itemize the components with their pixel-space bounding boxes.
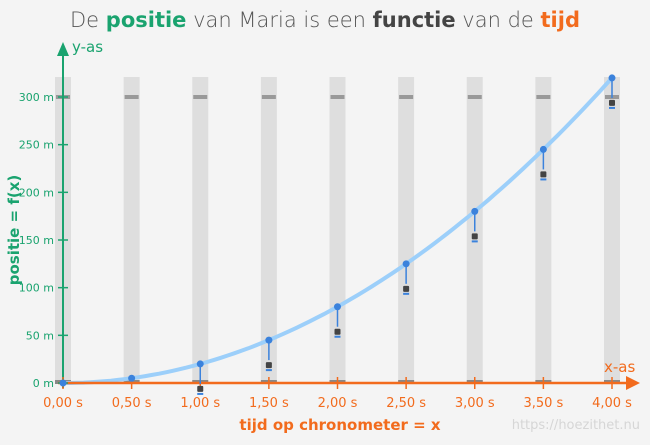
title-functie: functie [372, 8, 456, 32]
watermark: https://hoezithet.nu [511, 418, 640, 433]
y-tick-label: 0 m [33, 377, 54, 390]
x-tick-label: 0,00 s [43, 396, 83, 411]
maria-icon [334, 328, 341, 335]
finish-line-marker [124, 95, 139, 99]
x-tick-label: 3,50 s [523, 396, 563, 411]
title-positie: positie [105, 8, 187, 32]
y-tick-label: 100 m [19, 282, 54, 295]
data-point [471, 207, 479, 215]
time-strip [604, 77, 620, 383]
maria-icon-base [197, 392, 204, 395]
time-strip [398, 77, 415, 383]
data-point [608, 74, 616, 82]
maria-icon [471, 233, 478, 240]
maria-icon-base [265, 369, 272, 372]
maria-icon [265, 362, 272, 369]
maria-icon-base [471, 240, 478, 243]
data-point [128, 374, 136, 382]
x-tick-label: 3,00 s [455, 396, 495, 411]
maria-icon-base [334, 335, 341, 338]
x-axis-arrow [626, 376, 640, 390]
finish-line-marker [193, 95, 208, 99]
time-strip [260, 77, 277, 383]
x-tick-label: 4,00 s [592, 396, 632, 411]
time-strip [123, 77, 140, 383]
y-axis-arrow [57, 42, 69, 56]
chart-title: De positie van Maria is een functie van … [0, 8, 650, 32]
title-tijd: tijd [540, 8, 580, 32]
finish-line-marker [330, 95, 345, 99]
finish-line-marker [261, 95, 276, 99]
data-point [402, 260, 410, 268]
title-part: De [70, 8, 106, 32]
y-axis-name: y-as [72, 38, 103, 56]
data-point [334, 303, 341, 311]
data-point [265, 336, 273, 344]
x-tick-label: 2,00 s [318, 396, 358, 411]
maria-icon-base [540, 178, 547, 181]
x-axis-name: x-as [604, 358, 635, 376]
maria-icon [609, 99, 615, 106]
time-strip [535, 77, 552, 383]
x-tick-label: 1,00 s [180, 396, 220, 411]
finish-line-marker [536, 95, 551, 99]
y-tick-label: 150 m [19, 234, 54, 247]
time-strip [192, 77, 209, 383]
y-tick-label: 50 m [26, 329, 54, 342]
maria-icon-base [403, 292, 410, 295]
y-tick-label: 200 m [19, 186, 54, 199]
x-axis-label: tijd op chronometer = x [239, 416, 440, 434]
data-point [59, 379, 67, 387]
finish-line-marker [399, 95, 414, 99]
y-tick-label: 300 m [19, 91, 54, 104]
x-tick-label: 0,50 s [112, 396, 152, 411]
y-axis-label: positie = f(x) [5, 175, 23, 286]
maria-icon [403, 285, 410, 292]
x-tick-label: 1,50 s [249, 396, 289, 411]
maria-icon-base [609, 106, 615, 109]
title-part: van Maria is een [186, 8, 373, 32]
title-part: van de [455, 8, 541, 32]
x-tick-label: 2,50 s [386, 396, 426, 411]
data-point [539, 145, 547, 153]
maria-icon [540, 171, 547, 178]
maria-icon [197, 385, 204, 392]
y-tick-label: 250 m [19, 139, 54, 152]
finish-line-marker [467, 95, 482, 99]
data-point [196, 360, 204, 368]
